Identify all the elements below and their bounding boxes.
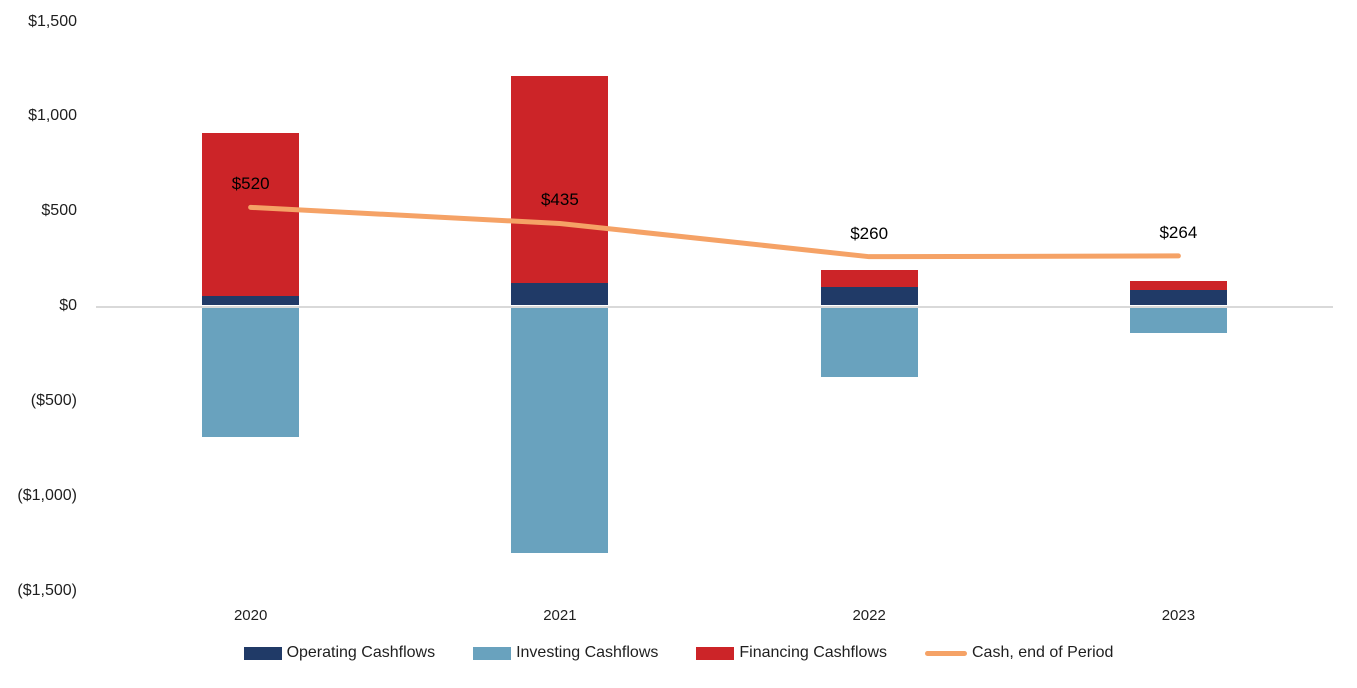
- bar-segment-operating-2021: [511, 282, 609, 306]
- y-axis-tick-500: $500: [41, 202, 77, 220]
- bar-segment-investing-2022: [820, 308, 918, 378]
- bar-segment-operating-2020: [202, 296, 300, 306]
- investing-cashflows-swatch-icon: [473, 646, 512, 660]
- legend-label-financing-cashflows: Financing Cashflows: [739, 644, 887, 661]
- cash-line-data-label-2021: $435: [540, 190, 579, 210]
- bar-segment-financing-2021: [511, 76, 609, 283]
- bar-segment-investing-2023: [1129, 308, 1227, 333]
- bar-segment-operating-2023: [1129, 290, 1227, 306]
- legend-label-operating-cashflows: Operating Cashflows: [286, 644, 436, 661]
- x-axis-label-2020: 2020: [233, 607, 268, 624]
- x-axis-label-2023: 2023: [1161, 607, 1196, 624]
- cash-end-of-period-line-swatch-icon: [925, 650, 967, 656]
- bar-segment-investing-2020: [202, 308, 300, 437]
- y-axis-tick-1500: $1,500: [28, 12, 77, 30]
- y-axis-tick-1000: $1,000: [28, 107, 77, 125]
- legend-item-operating-cashflows: Operating Cashflows: [243, 644, 436, 662]
- y-axis-tick-0: $0: [59, 297, 77, 314]
- cash-line-data-label-2020: $520: [231, 174, 270, 194]
- legend-item-cash-end-of-period: Cash, end of Period: [925, 644, 1113, 662]
- zero-baseline-gridline: [96, 306, 1333, 308]
- x-axis-label-2021: 2021: [543, 607, 577, 624]
- operating-cashflows-swatch-icon: [243, 646, 282, 660]
- financing-cashflows-swatch-icon: [696, 646, 735, 660]
- legend-label-investing-cashflows: Investing Cashflows: [516, 644, 659, 661]
- legend-item-investing-cashflows: Investing Cashflows: [473, 644, 658, 662]
- bar-segment-operating-2022: [820, 287, 918, 306]
- y-axis-tick--1000: ($1,000): [17, 486, 77, 504]
- legend: Operating Cashflows Investing Cashflows …: [0, 644, 1357, 662]
- cash-end-of-period-line: [248, 204, 1181, 260]
- y-axis-tick--500: ($500): [30, 391, 77, 409]
- cash-line-data-label-2023: $264: [1159, 222, 1198, 242]
- bar-segment-financing-2023: [1129, 280, 1227, 291]
- legend-label-cash-end-of-period: Cash, end of Period: [972, 644, 1114, 661]
- y-axis-tick--1500: ($1,500): [17, 581, 77, 599]
- cash-line-data-label-2022: $260: [850, 223, 889, 243]
- legend-item-financing-cashflows: Financing Cashflows: [696, 644, 887, 662]
- bar-segment-financing-2022: [820, 270, 918, 288]
- x-axis-label-2022: 2022: [852, 607, 886, 624]
- bar-segment-investing-2021: [511, 308, 609, 553]
- bar-segment-financing-2020: [202, 132, 300, 296]
